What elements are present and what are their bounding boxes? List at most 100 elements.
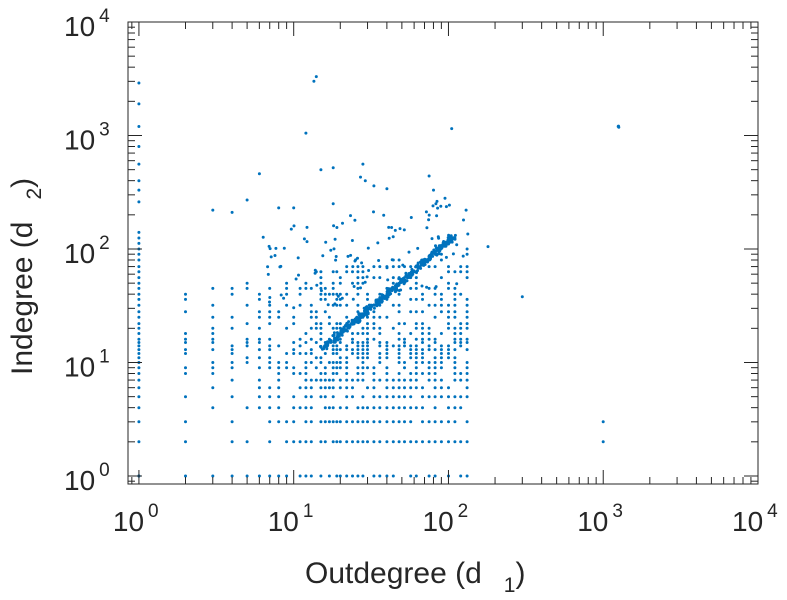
- data-point: [319, 289, 323, 293]
- data-point: [338, 276, 342, 280]
- data-point: [279, 264, 283, 268]
- data-point: [137, 81, 141, 85]
- data-point: [385, 297, 389, 301]
- data-point: [304, 366, 308, 370]
- data-point: [211, 315, 215, 319]
- data-point: [345, 323, 348, 327]
- data-point: [436, 247, 440, 251]
- data-point: [361, 378, 365, 382]
- data-point: [466, 232, 470, 236]
- data-point: [319, 420, 323, 424]
- y-axis-label-subscript: 2: [23, 188, 46, 200]
- data-point: [341, 221, 344, 225]
- data-point: [415, 271, 418, 275]
- data-point: [230, 440, 234, 444]
- data-point: [378, 420, 382, 424]
- data-point: [335, 344, 339, 348]
- data-point: [403, 322, 406, 326]
- data-point: [331, 440, 335, 444]
- data-point: [184, 372, 187, 375]
- data-point: [486, 245, 490, 249]
- data-point: [323, 366, 327, 370]
- data-point: [230, 348, 234, 352]
- data-point: [257, 297, 261, 301]
- data-point: [245, 440, 249, 444]
- data-point: [261, 235, 265, 239]
- data-point: [268, 322, 272, 326]
- data-point: [453, 395, 457, 399]
- data-point: [366, 352, 369, 355]
- data-point: [268, 386, 272, 390]
- data-point: [465, 361, 469, 364]
- data-point: [323, 286, 327, 290]
- data-point: [335, 366, 339, 370]
- data-point: [292, 366, 296, 370]
- data-point: [245, 356, 249, 360]
- data-point: [361, 276, 365, 280]
- data-point: [423, 263, 427, 266]
- data-point: [257, 337, 261, 341]
- data-point: [425, 226, 429, 230]
- data-point: [385, 290, 389, 294]
- data-point: [331, 326, 335, 330]
- data-point: [391, 420, 395, 424]
- data-point: [459, 292, 463, 296]
- data-point: [298, 352, 302, 355]
- data-point: [333, 237, 337, 241]
- data-point: [352, 285, 356, 288]
- data-point: [327, 322, 331, 326]
- data-point: [447, 420, 450, 424]
- data-point: [326, 303, 330, 307]
- data-point: [309, 303, 313, 307]
- data-point: [372, 265, 376, 269]
- data-point: [257, 356, 261, 360]
- data-point: [409, 332, 413, 335]
- data-point: [398, 227, 402, 231]
- data-point: [354, 318, 358, 322]
- data-point: [447, 203, 451, 207]
- data-point: [391, 235, 395, 239]
- data-point: [245, 198, 249, 202]
- data-point: [465, 348, 469, 352]
- data-point: [385, 295, 389, 299]
- data-point: [356, 281, 360, 285]
- data-point: [268, 300, 271, 304]
- data-point: [391, 440, 395, 444]
- tick-labels: 10 0 10 1 10 2 10 3 10 410 010 110 210 310 4: [64, 6, 778, 537]
- data-point: [459, 270, 463, 274]
- data-point: [375, 304, 379, 308]
- data-point: [427, 332, 431, 335]
- data-point: [333, 336, 336, 340]
- data-point: [319, 395, 323, 399]
- data-point: [332, 247, 336, 251]
- data-point: [465, 322, 469, 326]
- data-point: [453, 303, 457, 307]
- data-point: [298, 292, 302, 296]
- data-point: [137, 292, 141, 296]
- data-point: [319, 337, 323, 341]
- data-point: [338, 420, 342, 424]
- data-point: [334, 258, 338, 262]
- data-point: [298, 440, 302, 444]
- data-point: [378, 332, 382, 335]
- data-point: [414, 352, 418, 355]
- data-point: [427, 265, 431, 269]
- data-point: [433, 440, 437, 444]
- data-point: [277, 206, 281, 210]
- data-point: [245, 303, 249, 307]
- data-point: [386, 278, 390, 282]
- data-point: [437, 236, 441, 240]
- data-point: [427, 174, 431, 178]
- data-point: [356, 292, 360, 296]
- data-point: [453, 378, 457, 382]
- data-point: [391, 276, 395, 280]
- data-point: [465, 303, 469, 307]
- data-point: [414, 322, 418, 326]
- data-point: [137, 241, 141, 245]
- data-point: [361, 326, 365, 330]
- data-point: [245, 361, 249, 364]
- data-point: [315, 283, 319, 287]
- data-point: [361, 366, 365, 370]
- data-point: [257, 310, 261, 314]
- data-point: [391, 281, 395, 285]
